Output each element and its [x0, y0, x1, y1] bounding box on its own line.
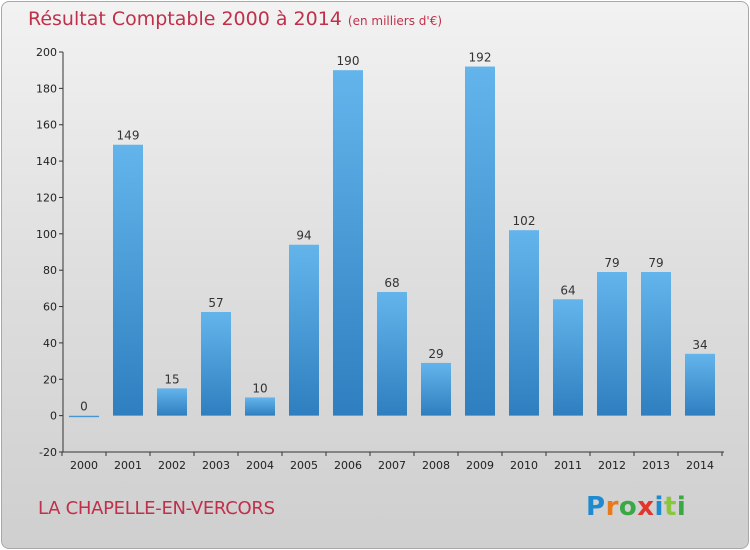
bar	[113, 144, 143, 416]
data-label: 57	[208, 296, 223, 310]
data-label: 79	[648, 256, 663, 270]
chart-title-text: Résultat Comptable 2000 à 2014	[28, 8, 342, 30]
bar	[69, 415, 99, 418]
logo-letter: t	[663, 492, 677, 522]
data-label: 102	[513, 214, 536, 228]
chart-subtitle: (en milliers d'€)	[347, 14, 443, 28]
chart-title: Résultat Comptable 2000 à 2014 (en millie…	[28, 8, 442, 30]
bar	[377, 292, 407, 416]
proxiti-logo: Proxiti	[586, 492, 686, 522]
data-label: 192	[469, 51, 492, 65]
data-label: 190	[337, 54, 360, 68]
bar	[641, 272, 671, 416]
y-tick-label: -20	[39, 446, 57, 459]
data-label: 34	[692, 338, 707, 352]
data-label: 149	[117, 129, 140, 143]
x-tick-label: 2006	[334, 459, 362, 472]
logo-letter: o	[618, 492, 638, 522]
commune-name: LA CHAPELLE-EN-VERCORS	[38, 498, 275, 519]
data-label: 0	[80, 400, 88, 414]
data-label: 79	[604, 256, 619, 270]
x-tick-label: 2003	[202, 459, 230, 472]
bar	[201, 312, 231, 416]
x-tick-label: 2005	[290, 459, 318, 472]
bar	[597, 272, 627, 416]
x-tick-label: 2012	[598, 459, 626, 472]
y-tick-label: 60	[43, 301, 57, 314]
bar	[685, 353, 715, 416]
y-tick-label: 0	[50, 410, 57, 423]
y-tick-label: 140	[36, 155, 57, 168]
bar	[289, 244, 319, 416]
logo-letter: r	[605, 492, 619, 522]
data-label: 15	[164, 372, 179, 386]
logo-letter: i	[676, 492, 687, 522]
x-tick-label: 2004	[246, 459, 274, 472]
y-tick-label: 80	[43, 264, 57, 277]
data-label: 68	[384, 276, 399, 290]
y-tick-label: 180	[36, 82, 57, 95]
x-tick-label: 2007	[378, 459, 406, 472]
data-labels: 0 149 15 57 10 94 190 68 29 192 102 64 79 79 34	[80, 51, 707, 414]
x-tick-label: 2008	[422, 459, 450, 472]
y-tick-label: 200	[36, 46, 57, 59]
y-tick-label: 20	[43, 373, 57, 386]
x-tick-label: 2002	[158, 459, 186, 472]
bar	[465, 66, 495, 416]
bar	[509, 230, 539, 416]
logo-letter: x	[637, 492, 655, 522]
logo-letter: P	[586, 492, 606, 522]
x-tick-label: 2013	[642, 459, 670, 472]
x-tick-label: 2014	[686, 459, 714, 472]
y-tick-label: 40	[43, 337, 57, 350]
y-tick-label: 120	[36, 191, 57, 204]
logo-letter: i	[654, 492, 664, 522]
bar	[553, 299, 583, 416]
bars	[69, 66, 715, 418]
bar	[157, 388, 187, 416]
y-tick-label: 160	[36, 119, 57, 132]
bar	[421, 362, 451, 416]
data-label: 29	[428, 347, 443, 361]
bar	[333, 70, 363, 416]
bar	[245, 397, 275, 416]
data-label: 94	[296, 229, 311, 243]
data-label: 10	[252, 381, 267, 395]
x-tick-label: 2009	[466, 459, 494, 472]
data-label: 64	[560, 283, 575, 297]
x-tick-label: 2001	[114, 459, 142, 472]
x-tick-label: 2010	[510, 459, 538, 472]
y-tick-label: 100	[36, 228, 57, 241]
x-tick-label: 2000	[70, 459, 98, 472]
x-tick-label: 2011	[554, 459, 582, 472]
